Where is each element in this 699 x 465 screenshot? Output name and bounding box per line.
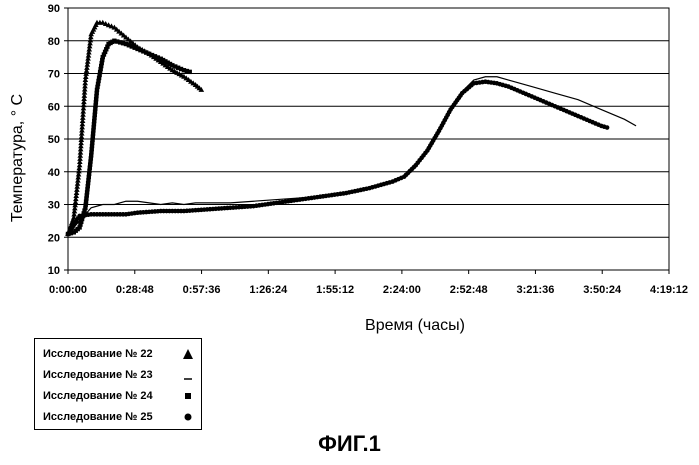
x-tick-label: 0:57:36 — [183, 284, 221, 296]
x-tick-label: 3:50:24 — [583, 284, 622, 296]
x-tick-label: 3:21:36 — [516, 284, 554, 296]
y-tick-label: 60 — [48, 101, 60, 113]
legend-label-25: Исследование № 25 — [43, 411, 181, 423]
legend-item-25: Исследование № 25 — [43, 406, 201, 427]
x-tick-label: 1:26:24 — [249, 284, 288, 296]
temperature-chart: 10 20 30 40 50 60 70 80 90 0:00:00 0:28:48 0:57:36 1… — [0, 0, 699, 335]
x-tick-label: 2:52:48 — [450, 284, 488, 296]
legend-item-24: Исследование № 24 — [43, 385, 201, 406]
y-tick-label: 90 — [48, 3, 60, 15]
y-tick-label: 40 — [48, 167, 60, 179]
y-tick-label: 30 — [48, 200, 60, 212]
data-series — [65, 20, 636, 237]
circle-marker-icon — [181, 410, 195, 424]
figure-label: ФИГ.1 — [0, 431, 699, 457]
square-marker-icon — [181, 389, 195, 403]
data-point — [605, 125, 610, 130]
dash-marker-icon — [181, 368, 195, 382]
y-tick-label: 50 — [48, 134, 60, 146]
y-axis-title: Температура, ° C — [9, 94, 26, 222]
y-tick-label: 80 — [48, 36, 60, 48]
x-tick-label: 0:28:48 — [116, 284, 154, 296]
x-tick-label: 4:19:12 — [650, 284, 688, 296]
x-tick-label: 2:24:00 — [383, 284, 421, 296]
y-tick-label: 20 — [48, 232, 60, 244]
triangle-marker-icon — [181, 347, 195, 361]
legend-label-22: Исследование № 22 — [43, 348, 181, 360]
data-point — [188, 70, 192, 74]
x-axis-title: Время (часы) — [365, 317, 465, 334]
legend: Исследование № 22 Исследование № 23 Иссл… — [34, 338, 202, 430]
x-tick-label: 1:55:12 — [316, 284, 354, 296]
series-circle — [66, 79, 610, 236]
y-tick-label: 70 — [48, 69, 60, 81]
gridlines — [68, 41, 669, 238]
legend-label-23: Исследование № 23 — [43, 369, 181, 381]
legend-item-22: Исследование № 22 — [43, 343, 201, 364]
legend-item-23: Исследование № 23 — [43, 364, 201, 385]
x-tick-label: 0:00:00 — [49, 284, 87, 296]
series-square — [66, 39, 192, 237]
legend-label-24: Исследование № 24 — [43, 390, 181, 402]
y-tick-label: 10 — [48, 265, 60, 277]
axis-ticks: 10 20 30 40 50 60 70 80 90 0:00:00 0:28:48 0:57:36 1… — [48, 3, 688, 296]
